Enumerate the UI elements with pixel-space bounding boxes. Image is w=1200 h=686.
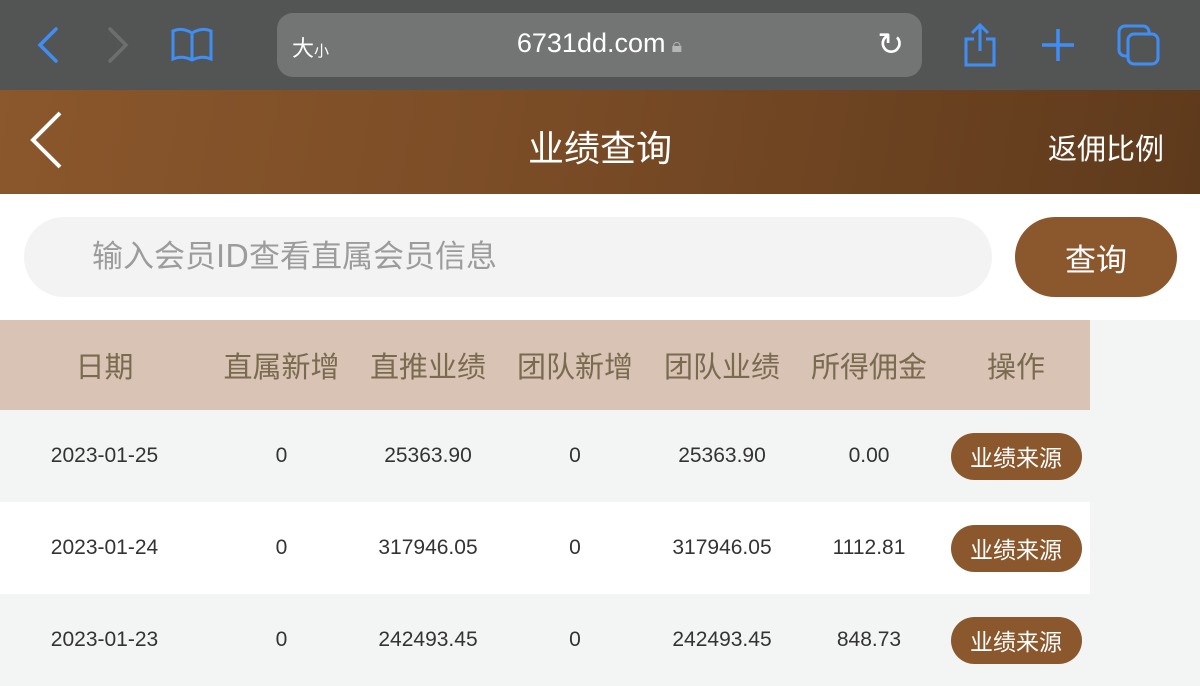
bookmarks-icon[interactable] — [168, 22, 216, 68]
commission-cell: 0.00 — [796, 410, 942, 502]
reload-icon[interactable]: ↻ — [877, 25, 904, 63]
share-icon[interactable] — [960, 22, 1000, 68]
browser-forward-icon[interactable] — [100, 22, 136, 68]
column-header: 日期 — [0, 320, 209, 410]
page-header: 业绩查询 返佣比例 — [0, 90, 1200, 194]
column-header: 所得佣金 — [796, 320, 942, 410]
table-row: 2023-01-25 0 25363.90 0 25363.90 0.00 业绩… — [0, 410, 1090, 502]
direct-new-cell: 0 — [209, 502, 354, 594]
lock-icon: 🔒︎ — [671, 35, 683, 57]
team-new-cell: 0 — [502, 502, 648, 594]
direct-perf-cell: 317946.05 — [354, 502, 502, 594]
page-title: 业绩查询 — [527, 129, 672, 170]
team-perf-cell: 242493.45 — [648, 594, 796, 686]
search-bar: 查询 — [0, 194, 1200, 320]
direct-new-cell: 0 — [209, 410, 354, 502]
browser-toolbar: 大小 6731dd.com 🔒︎ ↻ — [0, 0, 1200, 90]
date-cell: 2023-01-24 — [0, 502, 209, 594]
team-perf-cell: 25363.90 — [648, 410, 796, 502]
url-text: 6731dd.com 🔒︎ — [516, 28, 683, 58]
direct-perf-cell: 25363.90 — [354, 410, 502, 502]
commission-cell: 848.73 — [796, 594, 942, 686]
team-perf-cell: 317946.05 — [648, 502, 796, 594]
text-size-button[interactable]: 大小 — [292, 37, 330, 62]
performance-source-button[interactable]: 业绩来源 — [950, 432, 1082, 480]
performance-source-button[interactable]: 业绩来源 — [950, 616, 1082, 664]
query-button[interactable]: 查询 — [1015, 217, 1177, 297]
back-icon[interactable] — [28, 110, 68, 170]
date-cell: 2023-01-25 — [0, 410, 209, 502]
rebate-ratio-link[interactable]: 返佣比例 — [1047, 132, 1164, 166]
address-bar[interactable]: 大小 6731dd.com 🔒︎ ↻ — [277, 13, 922, 77]
team-new-cell: 0 — [502, 594, 648, 686]
member-id-input[interactable] — [24, 217, 992, 297]
column-header: 团队新增 — [502, 320, 648, 410]
performance-source-button[interactable]: 业绩来源 — [950, 524, 1082, 572]
performance-table: 日期 直属新增 直推业绩 团队新增 团队业绩 所得佣金 操作 2023-01-2… — [0, 320, 1090, 686]
column-header: 操作 — [942, 320, 1090, 410]
date-cell: 2023-01-23 — [0, 594, 209, 686]
column-header: 团队业绩 — [648, 320, 796, 410]
column-header: 直属新增 — [209, 320, 354, 410]
direct-perf-cell: 242493.45 — [354, 594, 502, 686]
tabs-icon[interactable] — [1116, 22, 1162, 68]
new-tab-icon[interactable] — [1038, 22, 1078, 68]
table-row: 2023-01-23 0 242493.45 0 242493.45 848.7… — [0, 594, 1090, 686]
table-row: 2023-01-24 0 317946.05 0 317946.05 1112.… — [0, 502, 1090, 594]
column-header: 直推业绩 — [354, 320, 502, 410]
browser-back-icon[interactable] — [30, 22, 66, 68]
team-new-cell: 0 — [502, 410, 648, 502]
direct-new-cell: 0 — [209, 594, 354, 686]
table-header: 日期 直属新增 直推业绩 团队新增 团队业绩 所得佣金 操作 — [0, 320, 1090, 410]
commission-cell: 1112.81 — [796, 502, 942, 594]
